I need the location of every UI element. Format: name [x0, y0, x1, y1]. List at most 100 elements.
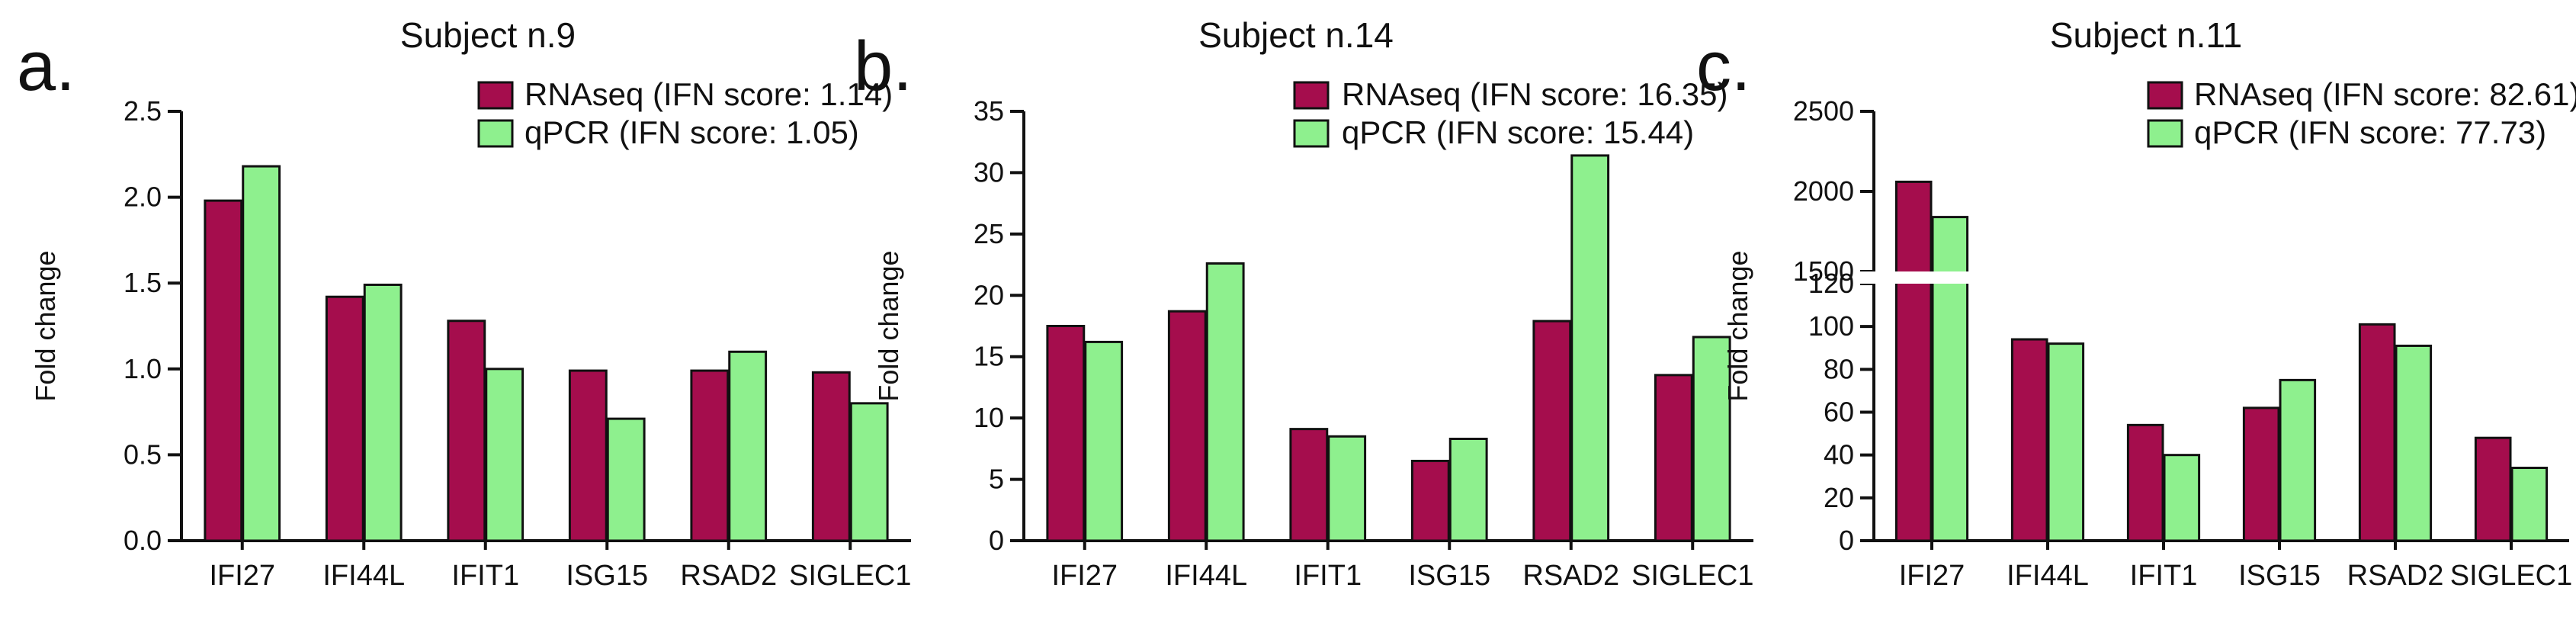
y-tick-label: 40 [1824, 439, 1854, 471]
legend-label: RNAseq (IFN score: 82.61) [2194, 76, 2576, 112]
bar-rnaseq-ifit1 [2126, 423, 2164, 542]
bar-qpcr-siglec1 [2510, 467, 2549, 542]
legend-label: RNAseq (IFN score: 1.14) [525, 76, 893, 112]
bar-qpcr-ifit1 [1327, 435, 1367, 542]
y-tick-label: 2500 [1793, 95, 1854, 127]
bar-rnaseq-siglec1 [1654, 374, 1693, 542]
chart-title: Subject n.9 [400, 15, 576, 55]
x-tick-label: RSAD2 [2347, 560, 2444, 592]
chart-title: Subject n.14 [1198, 15, 1394, 55]
y-tick-label: 0 [989, 525, 1004, 556]
y-tick-label: 120 [1808, 268, 1854, 299]
legend-label: qPCR (IFN score: 77.73) [2194, 114, 2546, 150]
x-tick-label: IFI27 [209, 560, 275, 592]
bar-rnaseq-rsad2 [2358, 323, 2396, 542]
bar-qpcr-ifi44l [363, 283, 403, 542]
y-axis-label: Fold change [873, 250, 904, 401]
x-tick-label: ISG15 [2238, 560, 2321, 592]
bar-rnaseq-isg15 [568, 369, 608, 542]
bar-qpcr-isg15 [2279, 378, 2317, 542]
bar-rnaseq-isg15 [1410, 459, 1450, 542]
bar-rnaseq-ifi27 [1894, 180, 1933, 542]
x-tick-label: IFI44L [322, 560, 405, 592]
bar-qpcr-rsad2 [728, 350, 768, 542]
bar-rnaseq-ifit1 [1289, 428, 1329, 542]
bar-rnaseq-rsad2 [1532, 320, 1572, 542]
bar-qpcr-isg15 [606, 417, 646, 542]
bar-qpcr-siglec1 [1692, 336, 1731, 542]
x-tick-label: IFI44L [2007, 560, 2089, 592]
x-tick-label: RSAD2 [680, 560, 777, 592]
y-tick-label: 10 [974, 402, 1004, 433]
y-axis-label: Fold change [1722, 250, 1753, 401]
y-tick-label: 60 [1824, 397, 1854, 428]
x-tick-label: ISG15 [566, 560, 648, 592]
x-tick-label: IFIT1 [2130, 560, 2198, 592]
y-tick-label: 80 [1824, 353, 1854, 384]
x-tick-label: IFI44L [1165, 560, 1247, 592]
y-tick-label: 0 [1839, 525, 1854, 556]
bar-rnaseq-ifi27 [204, 199, 243, 542]
y-tick-label: 25 [974, 218, 1004, 249]
x-tick-label: SIGLEC1 [1631, 560, 1754, 592]
bar-rnaseq-ifi44l [325, 295, 364, 542]
bar-rnaseq-ifi44l [1167, 310, 1207, 542]
y-tick-label: 2000 [1793, 175, 1854, 207]
bar-qpcr-rsad2 [2395, 344, 2433, 542]
panel-label: c. [1696, 27, 1751, 105]
bar-qpcr-siglec1 [849, 402, 889, 542]
y-tick-label: 0.0 [124, 525, 162, 556]
bar-qpcr-ifi27 [1084, 340, 1124, 542]
y-tick-label: 2.0 [124, 181, 162, 213]
legend-label: RNAseq (IFN score: 16.35) [1342, 76, 1728, 112]
legend-label: qPCR (IFN score: 1.05) [525, 114, 859, 150]
y-tick-label: 100 [1808, 310, 1854, 342]
y-tick-label: 1.0 [124, 353, 162, 384]
bar-rnaseq-rsad2 [690, 369, 730, 542]
y-axis-label: Fold change [30, 250, 61, 401]
legend-swatch [477, 119, 514, 148]
bar-qpcr-ifi44l [1205, 262, 1245, 542]
x-tick-label: SIGLEC1 [2450, 560, 2573, 592]
legend-swatch [1293, 81, 1330, 110]
chart-title: Subject n.11 [2050, 15, 2242, 55]
legend-swatch [2147, 81, 2183, 110]
x-tick-label: IFIT1 [1294, 560, 1362, 592]
bar-rnaseq-siglec1 [811, 371, 851, 542]
y-tick-label: 20 [974, 279, 1004, 310]
bar-rnaseq-ifit1 [447, 320, 486, 542]
bar-qpcr-ifi44l [2047, 342, 2085, 542]
legend-label: qPCR (IFN score: 15.44) [1342, 114, 1694, 150]
x-tick-label: IFI27 [1899, 560, 1965, 592]
y-tick-label: 20 [1824, 482, 1854, 513]
y-tick-label: 0.5 [124, 438, 162, 470]
bar-rnaseq-ifi44l [2010, 338, 2048, 542]
bar-qpcr-ifit1 [485, 368, 525, 542]
bar-qpcr-ifi27 [242, 165, 281, 542]
bar-qpcr-isg15 [1448, 437, 1488, 542]
x-tick-label: IFI27 [1051, 560, 1118, 592]
panel-c: c. Subject n.11 RNAseq (IFN score: 82.61)q… [1696, 15, 2576, 592]
bar-qpcr-ifi27 [1931, 216, 1969, 542]
panel-b: b. Subject n.14 RNAseq (IFN score: 16.35)q… [854, 15, 1754, 592]
legend-swatch [1293, 119, 1330, 148]
y-tick-label: 35 [974, 95, 1004, 127]
bar-rnaseq-siglec1 [2474, 436, 2512, 542]
bar-qpcr-ifit1 [2163, 454, 2201, 542]
panel-label: b. [854, 27, 913, 105]
panel-label: a. [17, 27, 75, 105]
y-tick-label: 30 [974, 156, 1004, 188]
x-tick-label: ISG15 [1408, 560, 1490, 592]
legend-swatch [477, 81, 514, 110]
bar-rnaseq-ifi27 [1046, 325, 1086, 542]
x-tick-label: SIGLEC1 [789, 560, 912, 592]
panel-a: a. Subject n.9 RNAseq (IFN score: 1.14)qPC… [17, 15, 912, 592]
bar-rnaseq-isg15 [2242, 406, 2280, 542]
y-tick-label: 1.5 [124, 267, 162, 298]
y-tick-label: 2.5 [124, 95, 162, 127]
x-tick-label: IFIT1 [451, 560, 519, 592]
x-tick-label: RSAD2 [1522, 560, 1619, 592]
y-tick-label: 5 [989, 464, 1004, 495]
axis-break-gap [1859, 271, 1997, 284]
